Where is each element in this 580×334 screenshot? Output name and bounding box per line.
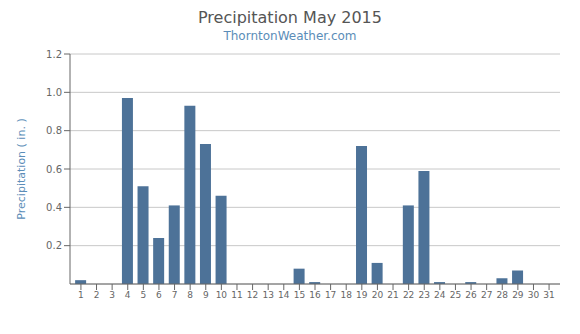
svg-text:0.6: 0.6 xyxy=(46,164,62,175)
svg-text:17: 17 xyxy=(325,290,336,300)
svg-text:31: 31 xyxy=(543,290,554,300)
svg-text:13: 13 xyxy=(262,290,273,300)
svg-text:0.4: 0.4 xyxy=(46,202,62,213)
svg-text:7: 7 xyxy=(172,290,178,300)
svg-text:2: 2 xyxy=(94,290,100,300)
html-text:Precipitation May 2015: Precipitation May 2015 xyxy=(198,8,382,27)
svg-text:16: 16 xyxy=(309,290,321,300)
svg-text:12: 12 xyxy=(247,290,258,300)
svg-text:1: 1 xyxy=(78,290,84,300)
svg-text:23: 23 xyxy=(419,290,430,300)
svg-text:4: 4 xyxy=(125,290,131,300)
svg-text:14: 14 xyxy=(278,290,290,300)
svg-text:11: 11 xyxy=(231,290,242,300)
svg-text:19: 19 xyxy=(356,290,368,300)
html-text:ThorntonWeather.com: ThorntonWeather.com xyxy=(223,29,357,43)
svg-text:22: 22 xyxy=(403,290,414,300)
svg-text:10: 10 xyxy=(216,290,228,300)
svg-text:1.2: 1.2 xyxy=(46,49,62,60)
svg-text:8: 8 xyxy=(187,290,193,300)
svg-text:26: 26 xyxy=(465,290,477,300)
svg-text:20: 20 xyxy=(372,290,384,300)
svg-text:25: 25 xyxy=(450,290,461,300)
svg-text:18: 18 xyxy=(340,290,352,300)
svg-text:0.2: 0.2 xyxy=(46,240,62,251)
svg-text:5: 5 xyxy=(140,290,146,300)
svg-text:28: 28 xyxy=(497,290,509,300)
svg-text:Precipitation ( in. ): Precipitation ( in. ) xyxy=(15,118,28,219)
svg-text:1.0: 1.0 xyxy=(46,87,62,98)
svg-text:24: 24 xyxy=(434,290,446,300)
svg-text:15: 15 xyxy=(294,290,305,300)
svg-text:30: 30 xyxy=(528,290,540,300)
svg-text:0.8: 0.8 xyxy=(46,125,62,136)
svg-text:21: 21 xyxy=(387,290,398,300)
svg-text:29: 29 xyxy=(512,290,524,300)
svg-text:3: 3 xyxy=(109,290,115,300)
svg-text:6: 6 xyxy=(156,290,162,300)
svg-text:27: 27 xyxy=(481,290,492,300)
svg-text:9: 9 xyxy=(203,290,209,300)
